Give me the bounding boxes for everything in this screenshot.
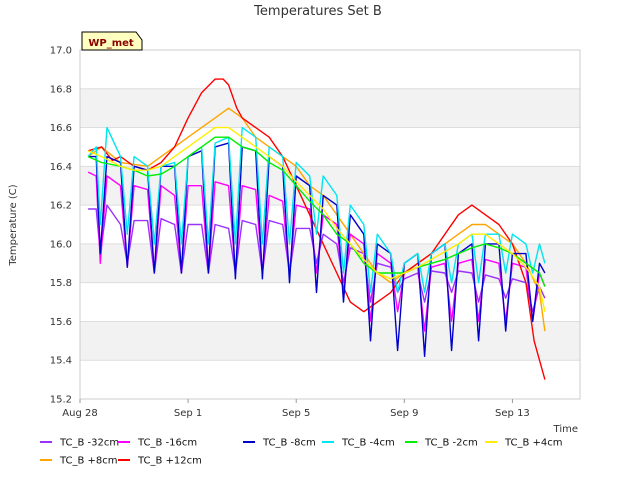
y-tick-label: 15.2 — [50, 395, 72, 406]
x-tick-label: Aug 28 — [62, 408, 97, 419]
chart-title: Temperatures Set B — [253, 4, 382, 19]
legend-item: TC_B +12cm — [118, 456, 202, 467]
series-lines — [87, 78, 546, 380]
legend-item: TC_B +8cm — [40, 456, 118, 467]
plot-band — [80, 88, 580, 128]
legend-label: TC_B +12cm — [137, 456, 202, 467]
legend-label: TC_B -2cm — [424, 438, 478, 449]
y-tick-label: 15.6 — [50, 317, 72, 328]
badge-shape — [81, 31, 143, 51]
legend-item: TC_B -32cm — [40, 438, 119, 449]
legend: TC_B -32cm TC_B -16cm TC_B -8cm TC_B -4cm TC… — [40, 438, 563, 467]
y-tick-label: 16.8 — [50, 84, 72, 95]
legend-label: TC_B +8cm — [59, 456, 118, 467]
legend-label: TC_B -16cm — [137, 438, 197, 449]
plot-frame — [79, 49, 581, 400]
series-line-tc-b-4cm — [87, 126, 546, 312]
legend-label: TC_B -32cm — [59, 438, 119, 449]
legend-item: TC_B +4cm — [485, 438, 563, 449]
badge-label: WP_met — [88, 38, 134, 49]
series-line-tc-b-4cm — [87, 126, 546, 294]
y-axis-label: Temperature (C) — [8, 184, 19, 266]
legend-item: TC_B -16cm — [118, 438, 197, 449]
legend-label: TC_B -8cm — [262, 438, 316, 449]
legend-item: TC_B -8cm — [243, 438, 316, 449]
x-tick-label: Sep 13 — [495, 408, 530, 419]
x-tick-label: Sep 1 — [174, 408, 202, 419]
legend-item: TC_B -2cm — [405, 438, 478, 449]
series-line-tc-b-8cm — [87, 107, 546, 332]
plot-band — [80, 321, 580, 361]
series-line-tc-b-8cm — [88, 142, 546, 357]
y-tick-label: 17.0 — [50, 46, 72, 57]
x-tick-label: Sep 9 — [390, 408, 418, 419]
y-tick-label: 16.4 — [50, 162, 72, 173]
series-line-tc-b-12cm — [87, 78, 546, 380]
y-tick-label: 16.2 — [50, 201, 72, 212]
y-tick-label: 16.6 — [50, 123, 72, 134]
wp-met-badge: WP_met — [81, 31, 143, 51]
series-line-tc-b-2cm — [87, 136, 546, 287]
x-axis-label: Time — [553, 424, 578, 435]
y-tick-label: 16.0 — [50, 239, 72, 250]
y-axis-ticks: 15.2 15.4 15.6 15.8 16.0 16.2 16.4 16.6 16.8 17.0 — [50, 46, 72, 406]
y-tick-label: 15.8 — [50, 278, 72, 289]
legend-label: TC_B -4cm — [341, 438, 395, 449]
legend-label: TC_B +4cm — [504, 438, 563, 449]
x-tick-label: Sep 5 — [282, 408, 310, 419]
legend-item: TC_B -4cm — [322, 438, 395, 449]
y-tick-label: 15.4 — [50, 356, 72, 367]
x-axis-ticks: Aug 28 Sep 1 Sep 5 Sep 9 Sep 13 — [62, 399, 530, 419]
